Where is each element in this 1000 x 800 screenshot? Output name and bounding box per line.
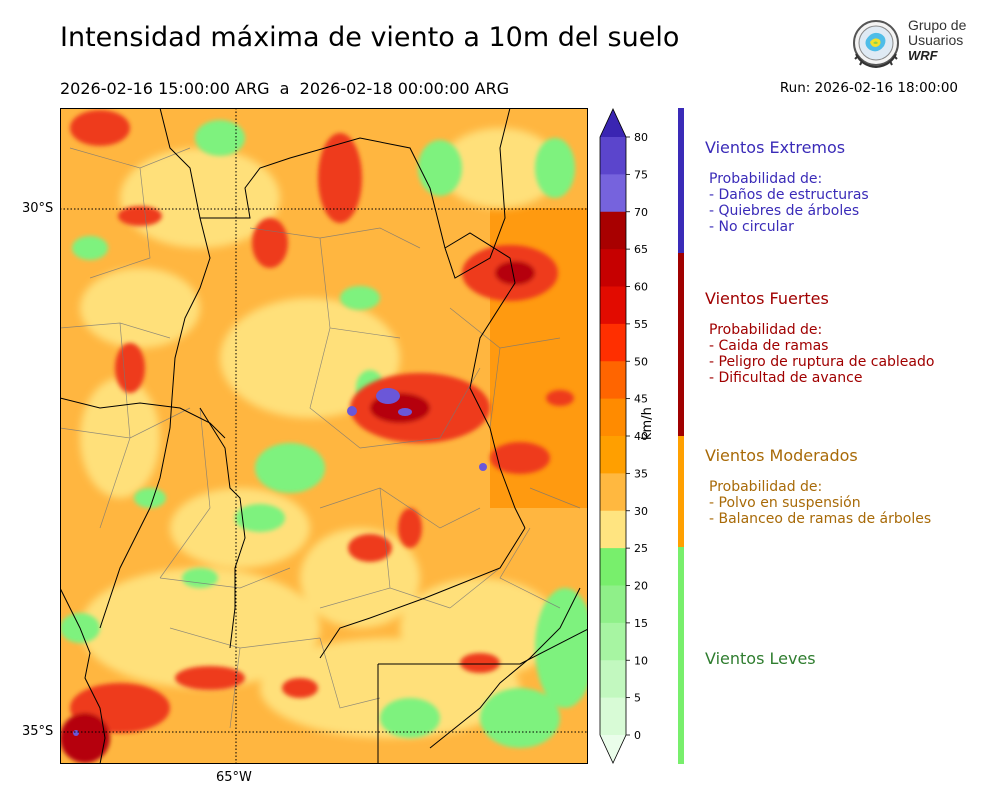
period-end: 2026-02-18 00:00:00 ARG — [299, 79, 510, 98]
colorbar-unit-label: km/h — [640, 407, 655, 440]
category-item: - Daños de estructuras — [709, 187, 869, 203]
colorbar-tick-label: 60 — [634, 281, 648, 294]
logo-line-1: Grupo de — [908, 17, 967, 33]
field-extreme-winds — [73, 388, 487, 736]
category-description: Probabilidad de: - Daños de estructuras … — [709, 171, 869, 235]
period-separator: a — [279, 79, 290, 98]
colorbar-tick-label: 70 — [634, 206, 648, 219]
colorbar-segment — [600, 436, 626, 474]
graticule — [60, 108, 588, 764]
category-heading: Probabilidad de: — [709, 322, 823, 338]
category-title: Vientos Leves — [705, 649, 816, 668]
colorbar-segment — [600, 323, 626, 362]
category-bar-light — [678, 547, 684, 764]
colorbar-tick-label: 20 — [634, 580, 648, 593]
period-start: 2026-02-16 15:00:00 ARG — [60, 79, 270, 98]
colorbar-segment — [600, 473, 626, 512]
colorbar-tick-label: 25 — [634, 542, 648, 555]
colorbar-min-extension — [600, 735, 626, 763]
colorbar-tick-label: 40 — [634, 430, 648, 443]
category-strong: Vientos Fuertes Probabilidad de: - Caida… — [705, 289, 934, 386]
wind-field — [60, 108, 588, 764]
category-bar-extreme — [678, 108, 684, 253]
province-boundaries — [60, 108, 588, 764]
colorbar-segment — [600, 137, 626, 175]
colorbar-tick-label: 75 — [634, 168, 648, 181]
category-bar-moderate — [678, 436, 684, 547]
category-title: Vientos Moderados — [705, 446, 858, 465]
colorbar-tick-label: 35 — [634, 467, 648, 480]
forecast-period: 2026-02-16 15:00:00 ARG a 2026-02-18 00:… — [60, 79, 509, 98]
category-bar-strong — [678, 253, 684, 436]
category-title: Vientos Extremos — [705, 138, 846, 157]
category-item: - No circular — [709, 219, 794, 235]
colorbar-segment — [600, 211, 626, 250]
colorbar-max-extension — [600, 109, 626, 137]
colorbar-segment — [600, 585, 626, 624]
colorbar-segment — [600, 361, 626, 400]
run-timestamp: Run: 2026-02-16 18:00:00 — [779, 80, 958, 96]
category-title: Vientos Fuertes — [705, 289, 829, 308]
chart-title: Intensidad máxima de viento a 10m del su… — [60, 22, 680, 53]
grupo-usuarios-wrf-logo: Grupo de Usuarios WRF — [848, 16, 968, 72]
colorbar-segment — [600, 398, 626, 437]
colorbar-tick-label: 50 — [634, 355, 648, 368]
lon-label-65w: 65°W — [216, 770, 252, 785]
category-item: - Dificultad de avance — [709, 370, 863, 386]
colorbar-tick-label: 80 — [634, 131, 648, 144]
colorbar-segment — [600, 697, 626, 736]
colorbar-tick-label: 10 — [634, 654, 648, 667]
colorbar-segment — [600, 622, 626, 661]
logo-line-2: Usuarios — [908, 32, 964, 48]
globe-seal-icon — [853, 20, 899, 69]
logo-line-3: WRF — [908, 48, 938, 63]
colorbar-tick-label: 55 — [634, 318, 648, 331]
colorbar-segment — [600, 286, 626, 325]
lat-label-30s: 30°S — [22, 201, 54, 216]
category-description: Probabilidad de: - Polvo en suspensión -… — [709, 479, 931, 527]
colorbar-tick-label: 45 — [634, 393, 648, 406]
category-item: - Polvo en suspensión — [709, 495, 861, 511]
category-item: - Balanceo de ramas de árboles — [709, 511, 932, 527]
colorbar-tick-label: 15 — [634, 617, 648, 630]
field-strong-winds — [60, 110, 574, 763]
category-heading: Probabilidad de: — [709, 479, 823, 495]
category-light: Vientos Leves — [705, 649, 816, 668]
wind-intensity-map — [60, 108, 588, 764]
department-boundaries — [60, 147, 581, 729]
colorbar-tick-label: 5 — [634, 692, 641, 705]
category-item: - Caida de ramas — [709, 338, 829, 354]
map-frame — [60, 108, 588, 764]
colorbar-segment — [600, 249, 626, 287]
category-description: Probabilidad de: - Caida de ramas - Peli… — [709, 322, 934, 386]
category-item: - Quiebres de árboles — [709, 203, 860, 219]
colorbar-segment — [600, 548, 626, 586]
colorbar-segment — [600, 660, 626, 699]
colorbar-tick-label: 65 — [634, 243, 648, 256]
category-item: - Peligro de ruptura de cableado — [709, 354, 935, 370]
category-extreme: Vientos Extremos Probabilidad de: - Daño… — [705, 138, 869, 235]
logo-text: Grupo de Usuarios WRF — [908, 17, 967, 64]
colorbar-segment — [600, 510, 626, 549]
category-heading: Probabilidad de: — [709, 171, 823, 187]
colorbar-tick-label: 0 — [634, 729, 641, 742]
colorbar-segment — [600, 174, 626, 213]
lat-label-35s: 35°S — [22, 724, 54, 739]
category-moderate: Vientos Moderados Probabilidad de: - Pol… — [705, 446, 931, 527]
colorbar-tick-label: 30 — [634, 505, 648, 518]
